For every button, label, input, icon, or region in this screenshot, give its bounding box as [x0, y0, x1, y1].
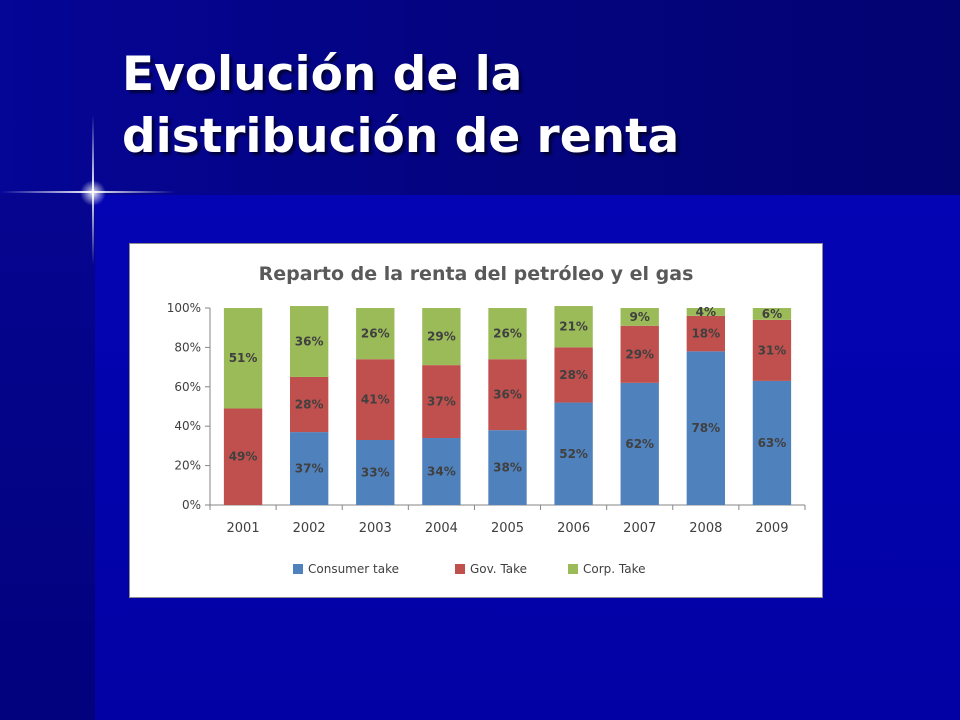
y-tick-label: 80%	[174, 340, 201, 354]
chart-legend: Consumer take Gov. Take Corp. Take	[293, 562, 646, 576]
x-tick-label: 2007	[623, 521, 656, 536]
bar-segment	[488, 308, 527, 360]
y-tick-label: 60%	[174, 380, 201, 394]
bar-segment	[554, 347, 593, 403]
bar-segment	[356, 359, 395, 440]
data-label: 29%	[625, 347, 654, 361]
bar-segment	[356, 439, 395, 505]
bar-segment	[752, 308, 792, 320]
y-tick-label: 0%	[182, 498, 201, 512]
data-label: 34%	[427, 465, 456, 479]
data-label: 28%	[295, 398, 324, 412]
data-label: 9%	[630, 310, 650, 324]
chart-container: Reparto de la renta del petróleo y el ga…	[129, 243, 823, 598]
bar-segment	[554, 402, 593, 505]
x-tick-label: 2003	[359, 521, 392, 536]
bar-segment	[488, 430, 527, 505]
stacked-bar-chart: Reparto de la renta del petróleo y el ga…	[167, 263, 806, 576]
bar-segment	[752, 319, 792, 381]
data-label: 26%	[361, 327, 390, 341]
sparkle-star-icon	[80, 180, 106, 206]
data-label: 36%	[493, 388, 522, 402]
bar-segment	[686, 351, 726, 505]
data-label: 6%	[762, 307, 782, 321]
data-label: 52%	[559, 447, 588, 461]
data-label: 37%	[295, 462, 324, 476]
data-label: 37%	[427, 395, 456, 409]
data-label: 33%	[361, 465, 390, 479]
data-label: 28%	[559, 368, 588, 382]
bar-segment	[686, 315, 726, 352]
chart-bars: 0%49%51%37%28%36%33%41%26%34%37%29%38%36…	[223, 305, 792, 506]
chart-title: Reparto de la renta del petróleo y el ga…	[259, 263, 694, 285]
bar-segment	[686, 308, 726, 316]
legend-swatch	[293, 564, 303, 574]
x-tick-label: 2008	[689, 521, 722, 536]
bar-segment	[620, 325, 659, 383]
bar-segment	[223, 408, 263, 505]
x-tick-label: 2001	[227, 521, 260, 536]
legend-label: Corp. Take	[583, 562, 646, 576]
left-band	[0, 195, 95, 720]
x-tick-label: 2006	[557, 521, 590, 536]
x-tick-label: 2004	[425, 521, 458, 536]
data-label: 26%	[493, 327, 522, 341]
bar-segment	[289, 306, 329, 377]
bar-segment	[422, 308, 461, 366]
legend-label: Consumer take	[308, 562, 399, 576]
data-label: 21%	[559, 320, 588, 334]
slide-title: Evolución de la distribución de renta	[122, 44, 922, 168]
x-tick-label: 2002	[293, 521, 326, 536]
title-band	[0, 0, 960, 195]
bar-segment	[488, 359, 527, 431]
legend-label: Gov. Take	[470, 562, 527, 576]
bar-segment	[223, 308, 263, 409]
y-tick-label: 40%	[174, 419, 201, 433]
data-label: 78%	[691, 421, 720, 435]
data-label: 62%	[625, 437, 654, 451]
bar-segment	[620, 308, 659, 326]
data-label: 36%	[295, 334, 324, 348]
bar-segment	[289, 376, 329, 433]
bar-segment	[422, 438, 461, 505]
data-label: 51%	[229, 351, 258, 365]
x-tick-label: 2009	[755, 521, 788, 536]
legend-swatch	[568, 564, 578, 574]
data-label: 4%	[696, 305, 716, 319]
x-tick-label: 2005	[491, 521, 524, 536]
legend-swatch	[455, 564, 465, 574]
y-tick-label: 20%	[174, 459, 201, 473]
data-label: 29%	[427, 330, 456, 344]
slide-title-line-1: Evolución de la	[122, 47, 523, 102]
bar-segment	[554, 306, 593, 348]
data-label: 18%	[691, 327, 720, 341]
slide-title-line-2: distribución de renta	[122, 109, 680, 164]
data-label: 41%	[361, 393, 390, 407]
bar-segment	[422, 365, 461, 439]
data-label: 38%	[493, 461, 522, 475]
bar-segment	[356, 308, 395, 360]
y-tick-label: 100%	[167, 301, 201, 315]
data-label: 49%	[229, 450, 258, 464]
x-axis-labels: 2001 2002 2003 2004 2005 2006 2007 2008 2009	[227, 521, 789, 536]
data-label: 63%	[758, 436, 787, 450]
bar-segment	[752, 380, 792, 505]
data-label: 31%	[758, 343, 787, 357]
bar-segment	[289, 432, 329, 505]
bar-segment	[620, 382, 659, 505]
